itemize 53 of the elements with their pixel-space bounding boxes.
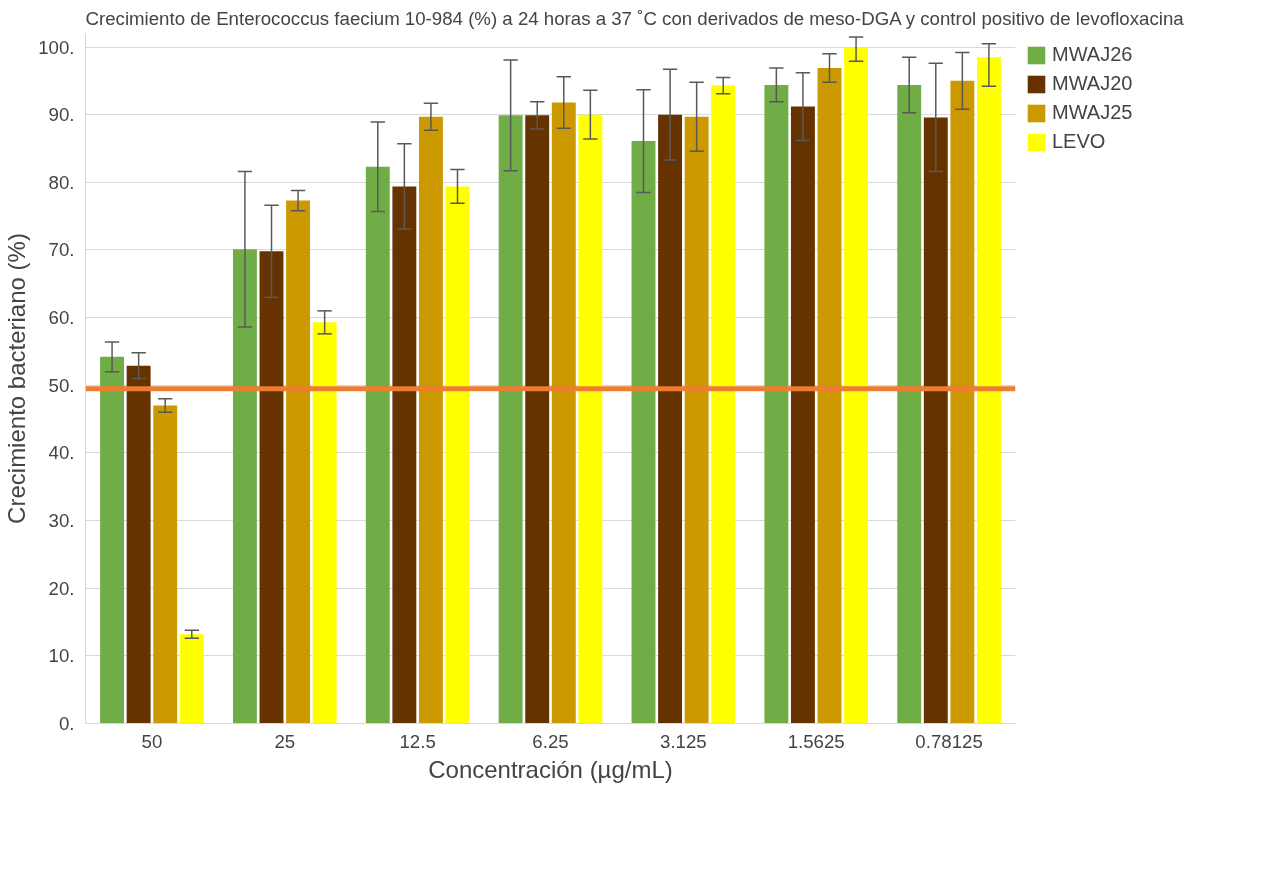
bar bbox=[817, 68, 842, 724]
bar bbox=[126, 365, 151, 724]
y-axis-title: Crecimiento bacteriano (%) bbox=[3, 233, 31, 524]
x-tick-label: 0.78125 bbox=[915, 730, 983, 752]
legend-label: MWAJ25 bbox=[1052, 101, 1133, 124]
bar bbox=[418, 116, 443, 724]
legend-label: MWAJ26 bbox=[1052, 43, 1133, 66]
bar bbox=[179, 634, 204, 724]
y-tick-label: 0. bbox=[58, 713, 75, 734]
bar bbox=[551, 102, 576, 724]
x-tick-label: 3.125 bbox=[660, 730, 707, 752]
bar bbox=[923, 117, 948, 724]
bar bbox=[392, 186, 417, 724]
y-tick-label: 20. bbox=[48, 577, 75, 599]
bar bbox=[711, 85, 736, 724]
bar bbox=[976, 57, 1001, 724]
x-tick-label: 50 bbox=[141, 730, 163, 752]
y-tick-label: 30. bbox=[48, 510, 75, 532]
bar bbox=[498, 115, 523, 724]
bar bbox=[658, 114, 683, 724]
x-tick-label: 6.25 bbox=[532, 730, 569, 752]
bar bbox=[897, 84, 922, 724]
bar bbox=[100, 356, 125, 724]
x-tick-label: 1.5625 bbox=[787, 730, 845, 752]
bar bbox=[578, 114, 603, 724]
bar bbox=[525, 115, 550, 724]
x-tick-label: 12.5 bbox=[399, 730, 436, 752]
y-tick-label: 70. bbox=[48, 239, 75, 261]
bar bbox=[259, 251, 284, 724]
bar bbox=[764, 84, 789, 724]
bar bbox=[312, 322, 337, 724]
legend-label: MWAJ20 bbox=[1052, 72, 1133, 95]
bar bbox=[631, 141, 656, 724]
y-tick-label: 100. bbox=[38, 36, 75, 58]
bar bbox=[365, 166, 390, 724]
y-tick-label: 50. bbox=[48, 374, 75, 396]
bar bbox=[684, 116, 709, 724]
x-axis-title: Concentración (µg/mL) bbox=[428, 755, 673, 783]
legend-label: LEVO bbox=[1052, 130, 1106, 153]
bar bbox=[232, 249, 257, 724]
bar bbox=[153, 405, 178, 724]
y-tick-label: 80. bbox=[48, 171, 75, 193]
bar bbox=[790, 106, 815, 724]
bar bbox=[950, 80, 975, 724]
y-tick-label: 60. bbox=[48, 307, 75, 329]
y-tick-label: 40. bbox=[48, 442, 75, 464]
chart-title: Crecimiento de Enterococcus faecium 10-984 (%) a 24 horas a 37 ˚C con derivados de meso-DGA y control positivo de levofloxacina bbox=[85, 7, 1185, 29]
bar bbox=[844, 47, 869, 724]
y-tick-label: 90. bbox=[48, 104, 75, 126]
x-tick-label: 25 bbox=[274, 730, 296, 752]
y-tick-label: 10. bbox=[48, 645, 75, 667]
bar bbox=[445, 186, 470, 724]
bar bbox=[286, 200, 311, 724]
